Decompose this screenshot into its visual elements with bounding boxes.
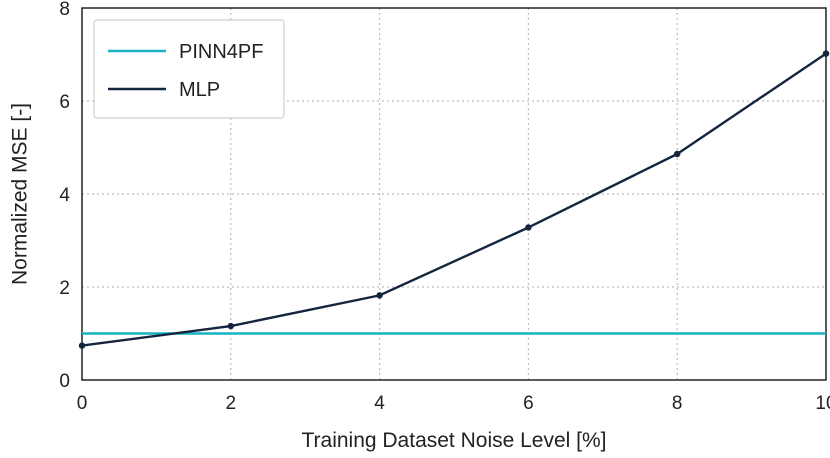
x-tick-label: 2 [226,393,237,414]
data-point [674,150,681,158]
y-tick-label: 6 [59,92,70,113]
data-point [376,292,383,299]
x-tick-label: 8 [672,393,683,414]
x-tick-label: 6 [523,393,534,414]
data-point [525,224,532,231]
x-ticks: 0 2 4 6 8 10 [77,393,830,414]
x-axis-label: Training Dataset Noise Level [%] [301,429,606,452]
y-ticks: 0 2 4 6 8 [59,0,70,392]
y-tick-label: 0 [59,371,70,392]
y-tick-label: 8 [59,0,70,20]
data-point [78,342,86,349]
legend: PINN4PF MLP [93,19,285,119]
series-group [78,50,830,349]
y-tick-label: 4 [59,185,70,206]
x-tick-label: 4 [374,393,385,414]
x-tick-label: 0 [77,393,88,414]
legend-box [93,19,285,119]
y-axis-label: Normalized MSE [-] [9,103,32,285]
legend-label-mlp: MLP [179,79,220,101]
y-tick-label: 2 [59,278,70,299]
grid [82,8,826,380]
x-tick-label: 10 [815,393,830,414]
plot-frame [81,7,827,381]
legend-label-pinn4pf: PINN4PF [179,41,263,63]
data-point [227,322,234,330]
series-line-mlp [81,52,827,347]
data-point [822,50,830,57]
